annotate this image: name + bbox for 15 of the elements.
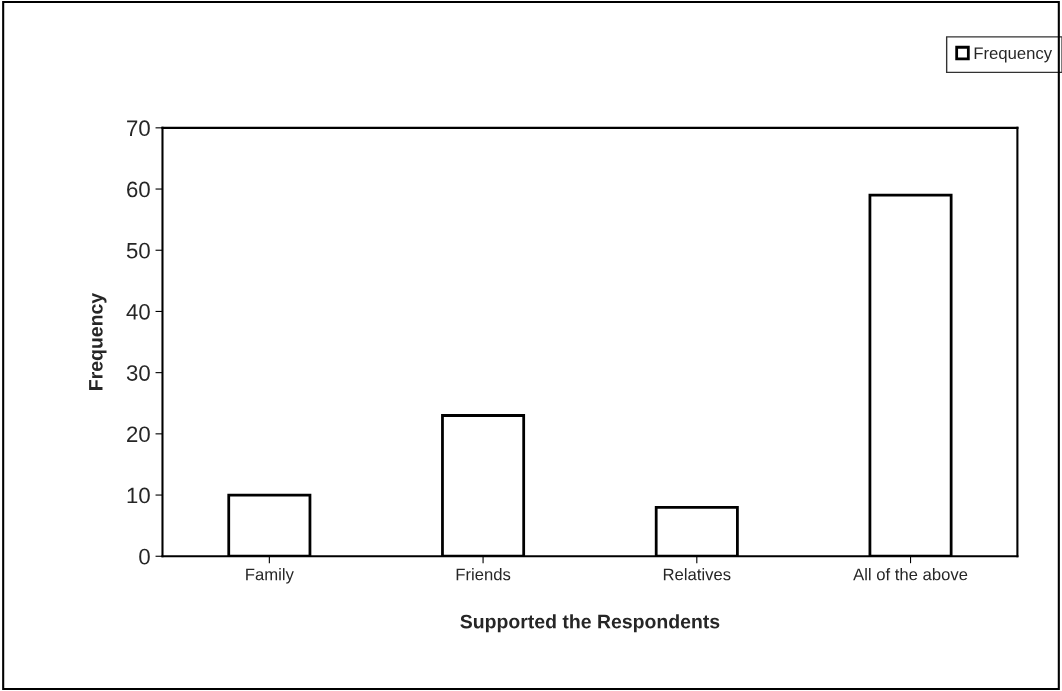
legend-label: Frequency xyxy=(974,47,1053,63)
y-tick-label: 0 xyxy=(139,548,150,565)
y-tick-label: 40 xyxy=(126,303,150,320)
y-tick-label: 50 xyxy=(126,242,150,259)
y-tick-label: 70 xyxy=(127,120,150,137)
x-axis-title: Supported the Respondents xyxy=(460,614,720,633)
x-tick-label: Family xyxy=(246,568,294,584)
y-tick-label: 20 xyxy=(127,426,150,443)
x-tick-label: Friends xyxy=(456,568,511,581)
x-tick-label: All of the above xyxy=(853,568,968,581)
y-axis-title: Frequency xyxy=(89,292,107,390)
y-tick-label: 30 xyxy=(126,365,150,381)
y-tick-label: 10 xyxy=(127,487,150,504)
x-tick-label: Relatives xyxy=(663,568,731,581)
y-tick-label: 60 xyxy=(127,181,150,198)
